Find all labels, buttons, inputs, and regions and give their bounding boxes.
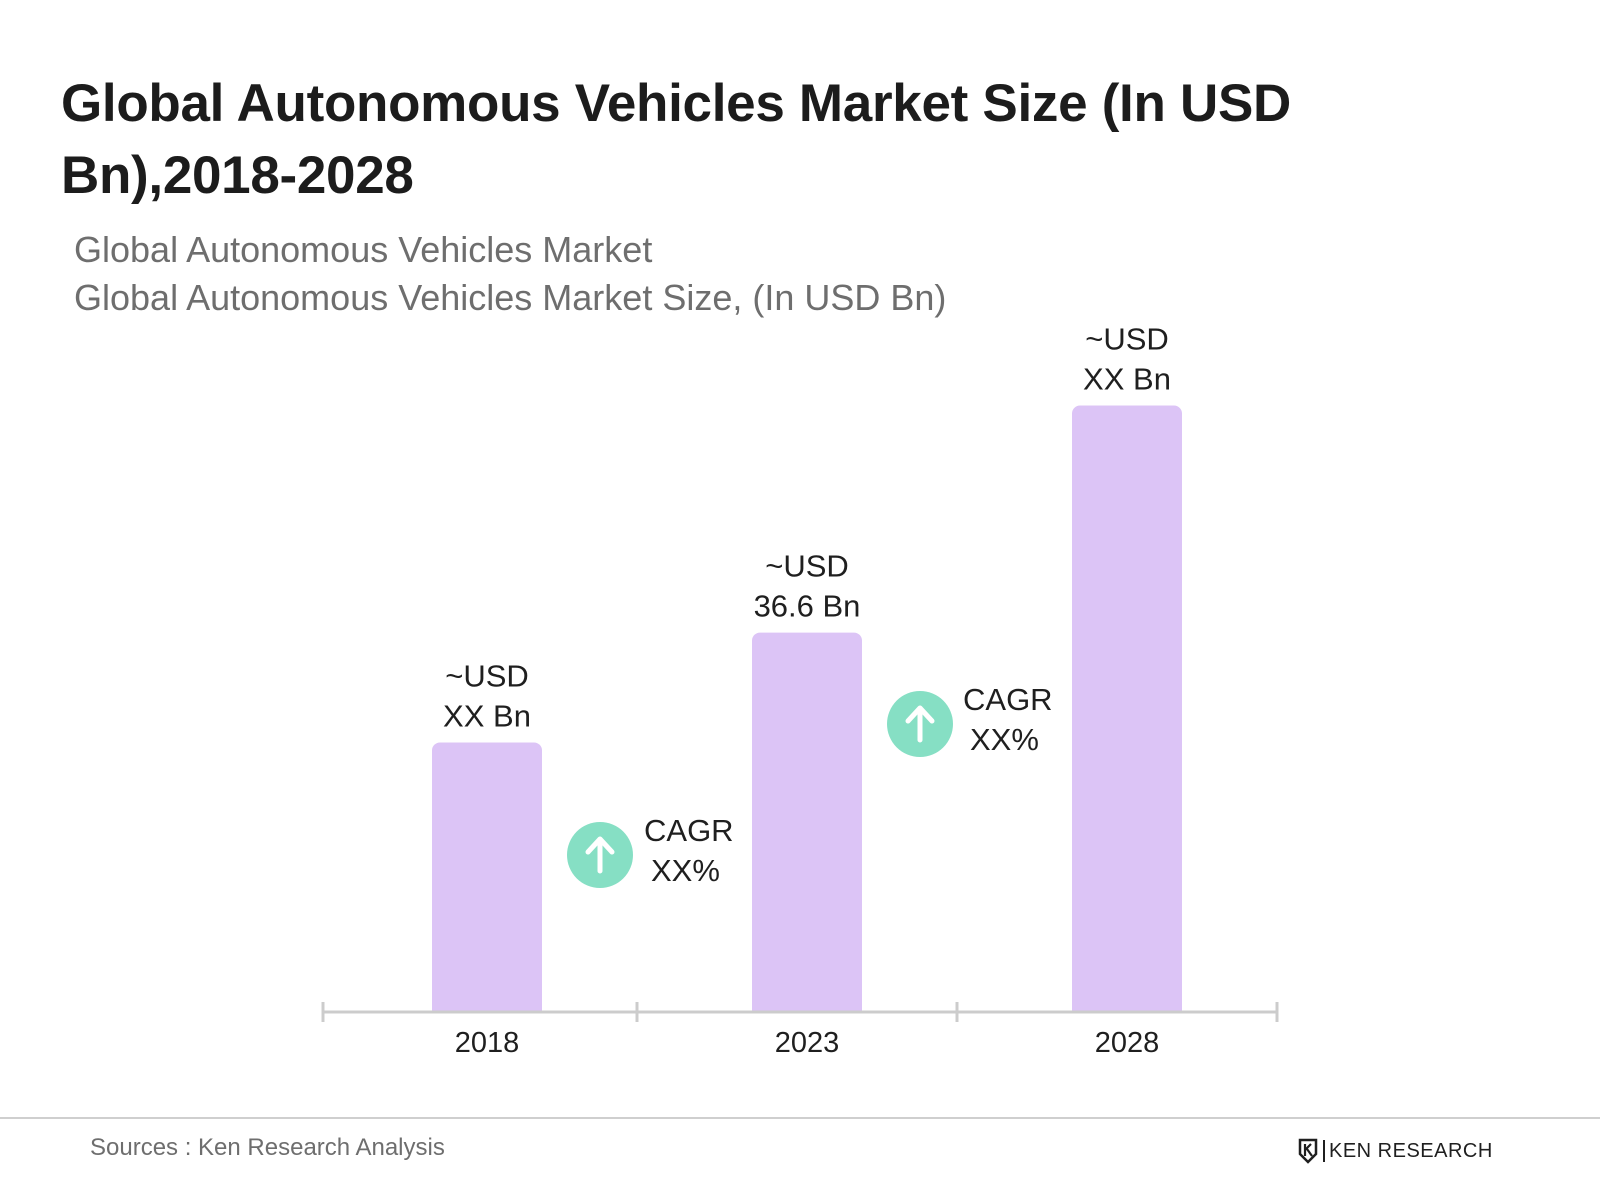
- arrow-up-icon: [905, 705, 935, 743]
- chart-subtitle-units: Global Autonomous Vehicles Market Size, …: [74, 277, 947, 318]
- bar-base-2018: [432, 1002, 542, 1012]
- chart-title: Global Autonomous Vehicles Market Size (…: [61, 74, 1291, 205]
- logo-separator: [1323, 1140, 1325, 1162]
- bar-base-2023: [752, 1002, 862, 1012]
- bar-2023: [752, 632, 862, 1012]
- data-label-2018-line2: XX Bn: [443, 698, 531, 733]
- source-note: Sources : Ken Research Analysis: [90, 1134, 445, 1161]
- x-tick-label-2028: 2028: [1095, 1027, 1160, 1059]
- cagr-value-2: XX%: [970, 722, 1039, 757]
- cagr-label-1: CAGR: [644, 813, 734, 848]
- bar-chart: ~USD XX Bn ~USD 36.6 Bn ~USD XX Bn 2018 2023 202…: [321, 322, 1279, 1059]
- x-tick-label-2023: 2023: [775, 1027, 840, 1059]
- ken-research-logo-icon: [1298, 1138, 1318, 1164]
- bar-base-2028: [1072, 1002, 1182, 1012]
- data-label-2028-line2: XX Bn: [1083, 362, 1171, 397]
- ken-research-logo: KEN RESEARCH: [1298, 1137, 1493, 1165]
- x-tick-label-2018: 2018: [455, 1027, 520, 1059]
- chart-subtitle: Global Autonomous Vehicles Market: [74, 229, 653, 270]
- footer-divider: [0, 1117, 1600, 1119]
- data-label-2018-line1: ~USD: [445, 658, 529, 693]
- logo-text: KEN RESEARCH: [1329, 1139, 1493, 1162]
- data-label-2023-line2: 36.6 Bn: [754, 589, 861, 624]
- cagr-value-1: XX%: [651, 853, 720, 888]
- arrow-up-icon: [585, 836, 615, 874]
- cagr-label-2: CAGR: [963, 682, 1053, 717]
- bar-2028: [1072, 405, 1182, 1012]
- data-label-2023-line1: ~USD: [765, 549, 849, 584]
- data-label-2028-line1: ~USD: [1085, 322, 1169, 357]
- bar-2018: [432, 742, 542, 1012]
